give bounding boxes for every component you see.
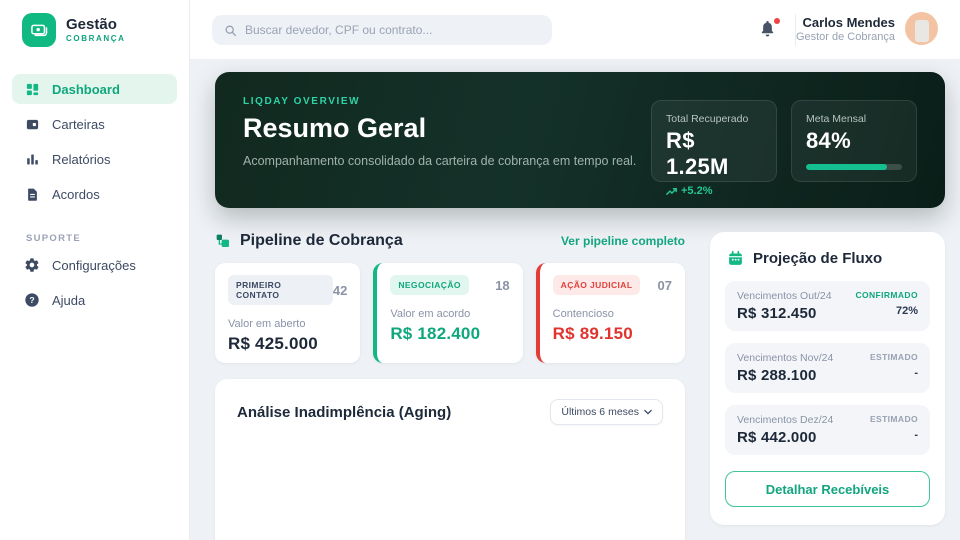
- stage-count: 18: [495, 277, 510, 293]
- projection-panel: Projeção de Fluxo Vencimentos Out/24 R$ …: [710, 232, 945, 525]
- sidebar-item-label: Relatórios: [52, 151, 111, 167]
- aging-card: Análise Inadimplência (Aging) Últimos 6 …: [215, 379, 685, 540]
- aging-period-value: Últimos 6 meses: [561, 406, 639, 418]
- projection-label: Vencimentos Out/24: [737, 290, 832, 302]
- stage-label: Valor em aberto: [228, 318, 306, 330]
- projection-row-out24: Vencimentos Out/24 R$ 312.450 CONFIRMADO…: [725, 281, 930, 331]
- stat-value: R$ 1.25M: [666, 128, 729, 179]
- stage-count: 07: [657, 277, 672, 293]
- search-box[interactable]: [212, 15, 552, 45]
- money-icon: [22, 13, 56, 47]
- pipeline-title: Pipeline de Cobrança: [240, 232, 403, 249]
- sidebar-section-label: SUPORTE: [26, 233, 82, 244]
- pipeline-header: Pipeline de Cobrança Ver pipeline comple…: [215, 232, 685, 250]
- chevron-down-icon: [644, 409, 652, 415]
- stage-label: Valor em acordo: [390, 308, 471, 320]
- detalhar-recebiveis-button[interactable]: Detalhar Recebíveis: [725, 471, 930, 507]
- stage-value: R$ 182.400: [390, 324, 481, 343]
- projection-value: R$ 312.450: [737, 305, 817, 322]
- bar-chart-icon: [24, 151, 40, 167]
- projection-status: ESTIMADO: [869, 352, 918, 362]
- pipeline-card-acao-judicial[interactable]: AÇÃO JUDICIAL 07 Contencioso R$ 89.150: [535, 263, 685, 363]
- stat-delta: +5.2%: [681, 185, 713, 197]
- dashboard-icon: [24, 81, 40, 97]
- sidebar-item-label: Acordos: [52, 186, 100, 202]
- projection-value: R$ 442.000: [737, 429, 817, 446]
- projection-status: CONFIRMADO: [855, 290, 918, 300]
- sidebar-item-carteiras[interactable]: Carteiras: [12, 109, 177, 139]
- sidebar-item-dashboard[interactable]: Dashboard: [12, 74, 177, 104]
- wallet-icon: [24, 116, 40, 132]
- sidebar-item-acordos[interactable]: Acordos: [12, 179, 177, 209]
- notification-bell-icon[interactable]: [758, 18, 780, 42]
- stage-value: R$ 89.150: [552, 324, 633, 343]
- main-content: LIQDAY OVERVIEW Resumo Geral Acompanhame…: [190, 60, 960, 540]
- sidebar-item-ajuda[interactable]: ? Ajuda: [12, 285, 177, 315]
- user-menu[interactable]: Carlos Mendes Gestor de Cobrança: [796, 12, 938, 45]
- gear-icon: [24, 257, 40, 273]
- projection-row-dez24: Vencimentos Dez/24 R$ 442.000 ESTIMADO -: [725, 405, 930, 455]
- stage-badge: NEGOCIAÇÃO: [390, 275, 469, 295]
- pipeline-flow-icon: [215, 233, 231, 249]
- trend-up-icon: [666, 187, 677, 196]
- stat-label: Total Recuperado: [666, 113, 749, 125]
- sidebar-item-label: Carteiras: [52, 116, 105, 132]
- stat-total-recuperado: Total Recuperado R$ 1.25M +5.2%: [651, 100, 777, 197]
- hero-title: Resumo Geral: [243, 113, 427, 143]
- avatar[interactable]: [905, 12, 938, 45]
- hero-card: LIQDAY OVERVIEW Resumo Geral Acompanhame…: [215, 72, 945, 208]
- sidebar-item-label: Dashboard: [52, 81, 120, 97]
- sidebar-item-relatorios[interactable]: Relatórios: [12, 144, 177, 174]
- meta-progress-fill: [806, 164, 887, 170]
- search-icon: [224, 24, 237, 37]
- stat-meta-mensal: Meta Mensal 84%: [791, 100, 917, 182]
- projection-label: Vencimentos Nov/24: [737, 352, 834, 364]
- stage-label: Contencioso: [552, 308, 614, 320]
- aging-title: Análise Inadimplência (Aging): [237, 403, 452, 421]
- svg-text:?: ?: [29, 295, 34, 305]
- document-icon: [24, 186, 40, 202]
- user-name: Carlos Mendes: [802, 14, 895, 30]
- notification-dot: [774, 18, 780, 24]
- pipeline-card-primeiro-contato[interactable]: PRIMEIRO CONTATO 42 Valor em aberto R$ 4…: [215, 263, 361, 363]
- meta-progress-track: [806, 164, 902, 170]
- stat-value: 84%: [806, 128, 851, 153]
- stage-badge: AÇÃO JUDICIAL: [552, 275, 641, 295]
- pipeline-view-all-link[interactable]: Ver pipeline completo: [560, 234, 685, 248]
- projection-status: ESTIMADO: [869, 414, 918, 424]
- sidebar-item-configuracoes[interactable]: Configurações: [12, 250, 177, 280]
- search-input[interactable]: [245, 23, 540, 37]
- aging-period-dropdown[interactable]: Últimos 6 meses: [550, 399, 663, 425]
- sidebar-item-label: Ajuda: [52, 292, 86, 308]
- help-icon: ?: [24, 292, 40, 308]
- brand-logo: Gestão COBRANÇA: [0, 0, 189, 60]
- brand-subtitle: COBRANÇA: [66, 33, 126, 43]
- hero-description: Acompanhamento consolidado da carteira d…: [243, 154, 637, 168]
- projection-title: Projeção de Fluxo: [753, 250, 883, 267]
- sidebar: Gestão COBRANÇA Dashboard: [0, 0, 190, 540]
- topbar-divider: [795, 14, 796, 46]
- stage-badge: PRIMEIRO CONTATO: [228, 275, 333, 305]
- projection-label: Vencimentos Dez/24: [737, 414, 834, 426]
- projection-metric: -: [914, 367, 918, 379]
- projection-value: R$ 288.100: [737, 367, 817, 384]
- user-role: Gestor de Cobrança: [795, 30, 895, 43]
- stage-value: R$ 425.000: [228, 334, 318, 353]
- sidebar-item-label: Configurações: [52, 257, 136, 273]
- projection-row-nov24: Vencimentos Nov/24 R$ 288.100 ESTIMADO -: [725, 343, 930, 393]
- projection-metric: 72%: [895, 305, 918, 317]
- calendar-icon: [727, 250, 744, 267]
- pipeline-card-negociacao[interactable]: NEGOCIAÇÃO 18 Valor em acordo R$ 182.400: [373, 263, 523, 363]
- hero-eyebrow: LIQDAY OVERVIEW: [243, 96, 361, 107]
- topbar: Carlos Mendes Gestor de Cobrança: [190, 0, 960, 60]
- projection-metric: -: [914, 429, 918, 441]
- brand-name: Gestão: [66, 16, 117, 34]
- stage-count: 42: [332, 282, 348, 298]
- stat-label: Meta Mensal: [806, 113, 867, 125]
- sidebar-nav: Dashboard Carteiras Relatórios: [0, 74, 189, 315]
